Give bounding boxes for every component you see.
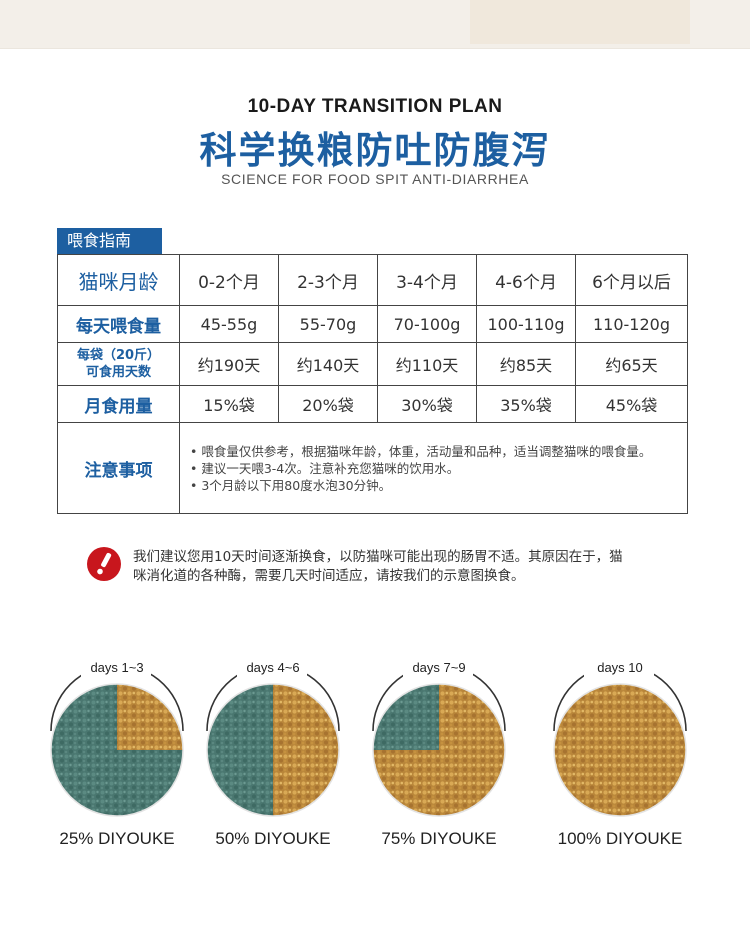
- new-food-portion: [439, 684, 505, 750]
- title-cn: 科学换粮防吐防腹泻: [199, 129, 551, 172]
- daily-cell: 45-55g: [179, 305, 279, 343]
- food-bowl-diagram: days 1~3: [50, 657, 184, 817]
- top-banner: [0, 0, 750, 49]
- stage-days-label: days 7~9: [412, 660, 465, 675]
- note-item: • 3个月龄以下用80度水泡30分钟。: [190, 477, 392, 493]
- table-row-monthly: 月食用量 15%袋 20%袋 30%袋 35%袋 45%袋: [57, 385, 688, 423]
- transition-notice: 我们建议您用10天时间逐渐换食，以防猫咪可能出现的肠胃不适。其原因在于，猫咪消化…: [133, 549, 623, 584]
- daily-cell: 110-120g: [575, 305, 688, 343]
- stage-label: 25% DIYOUKE: [59, 829, 175, 848]
- feeding-guide-table: 猫咪月龄 0-2个月 2-3个月 3-4个月 4-6个月 6个月以后 每天喂食量…: [57, 254, 688, 514]
- transition-stage: days 4~6: [193, 655, 353, 825]
- bag-days-cell: 约190天: [179, 342, 279, 386]
- age-cell: 3-4个月: [377, 254, 477, 306]
- new-food-portion: [373, 750, 505, 816]
- daily-label: 每天喂食量: [57, 305, 180, 343]
- age-cell: 4-6个月: [476, 254, 576, 306]
- bag-days-cell: 约140天: [278, 342, 378, 386]
- transition-stage: days 7~9: [359, 655, 519, 825]
- table-row-age: 猫咪月龄 0-2个月 2-3个月 3-4个月 4-6个月 6个月以后: [57, 254, 688, 306]
- age-cell: 0-2个月: [179, 254, 279, 306]
- note-item: • 建议一天喂3-4次。注意补充您猫咪的饮用水。: [190, 460, 460, 476]
- table-row-bag-days: 每袋（20斤） 可食用天数 约190天 约140天 约110天 约85天 约65天: [57, 342, 688, 386]
- monthly-cell: 35%袋: [476, 385, 576, 423]
- bag-days-cell: 约85天: [476, 342, 576, 386]
- age-label: 猫咪月龄: [57, 254, 180, 306]
- stage-days-label: days 1~3: [90, 660, 143, 675]
- stage-label: 100% DIYOUKE: [557, 829, 683, 848]
- bag-days-cell: 约110天: [377, 342, 477, 386]
- stage-days-label: days 4~6: [246, 660, 299, 675]
- bag-label-line1: 每袋（20斤）: [76, 348, 161, 363]
- stage-label: 50% DIYOUKE: [215, 829, 331, 848]
- new-food-portion: [273, 684, 339, 816]
- subtitle: SCIENCE FOR FOOD SPIT ANTI-DIARRHEA: [221, 171, 529, 187]
- daily-cell: 70-100g: [377, 305, 477, 343]
- stage-label: 75% DIYOUKE: [381, 829, 497, 848]
- feeding-guide-tab: 喂食指南: [57, 228, 162, 254]
- bag-label-line2: 可食用天数: [85, 365, 151, 380]
- age-cell: 2-3个月: [278, 254, 378, 306]
- table-row-daily: 每天喂食量 45-55g 55-70g 70-100g 100-110g 110…: [57, 305, 688, 343]
- food-bowl-diagram: days 10: [553, 657, 687, 817]
- monthly-cell: 30%袋: [377, 385, 477, 423]
- monthly-cell: 15%袋: [179, 385, 279, 423]
- banner-decoration: [470, 0, 690, 44]
- note-item: • 喂食量仅供参考，根据猫咪年龄，体重，活动量和品种，适当调整猫咪的喂食量。: [190, 443, 652, 459]
- notes-cell: • 喂食量仅供参考，根据猫咪年龄，体重，活动量和品种，适当调整猫咪的喂食量。 •…: [179, 422, 688, 514]
- table-row-notes: 注意事项 • 喂食量仅供参考，根据猫咪年龄，体重，活动量和品种，适当调整猫咪的喂…: [57, 422, 688, 514]
- monthly-cell: 20%袋: [278, 385, 378, 423]
- daily-cell: 55-70g: [278, 305, 378, 343]
- transition-stage: days 1~3: [37, 655, 197, 825]
- exclamation-icon: [87, 547, 121, 581]
- new-food-portion: [117, 684, 183, 750]
- notes-label: 注意事项: [57, 422, 180, 514]
- monthly-cell: 45%袋: [575, 385, 688, 423]
- transition-stage: days 10: [540, 655, 700, 825]
- daily-cell: 100-110g: [476, 305, 576, 343]
- monthly-label: 月食用量: [57, 385, 180, 423]
- title-en: 10-DAY TRANSITION PLAN: [247, 96, 503, 117]
- bag-days-cell: 约65天: [575, 342, 688, 386]
- food-bowl-diagram: days 4~6: [206, 657, 340, 817]
- stage-days-label: days 10: [597, 660, 643, 675]
- age-cell: 6个月以后: [575, 254, 688, 306]
- bag-label: 每袋（20斤） 可食用天数: [57, 342, 180, 386]
- food-bowl-diagram: days 7~9: [372, 657, 506, 817]
- new-food-portion: [554, 684, 686, 816]
